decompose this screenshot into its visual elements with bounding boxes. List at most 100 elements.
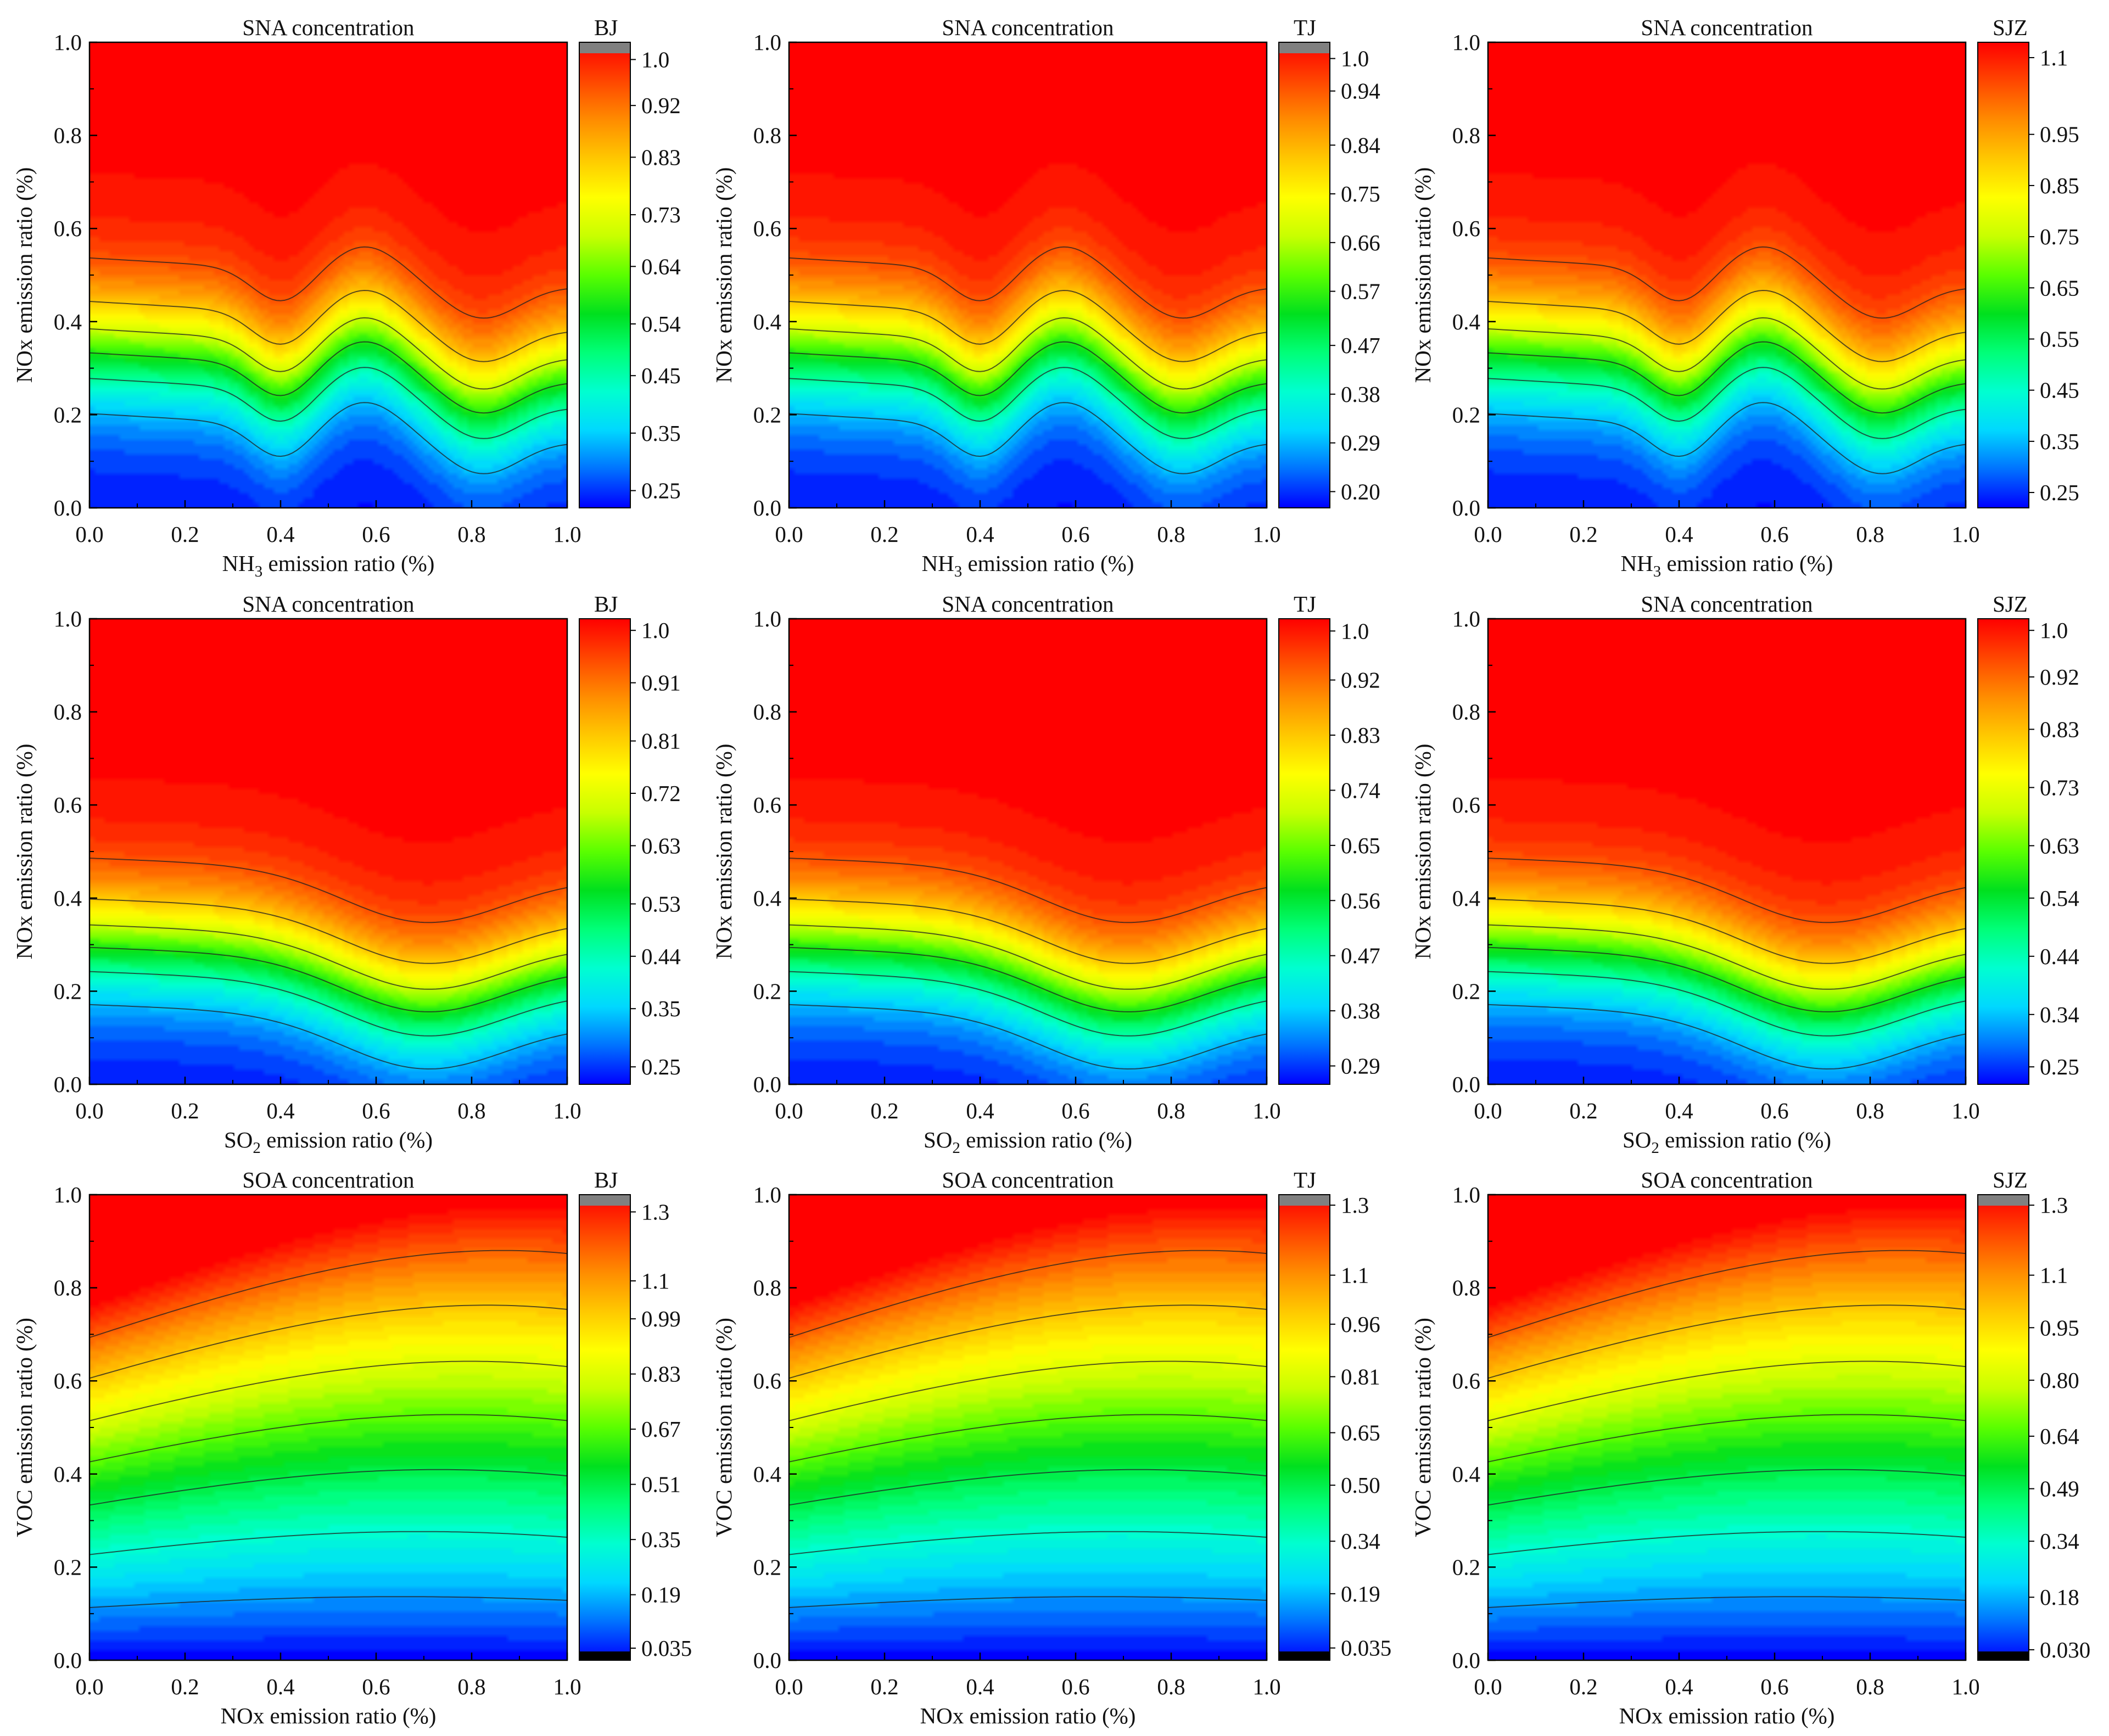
y-tick-label: 1.0 [753, 1182, 781, 1207]
y-tick-label: 0.8 [1452, 1275, 1480, 1301]
colorbar-tick-label: 0.92 [641, 93, 681, 118]
x-tick-label: 0.8 [1856, 1674, 1884, 1699]
colorbar-gradient [1279, 42, 1330, 508]
y-tick-label: 0.0 [1452, 495, 1480, 520]
y-tick-label: 1.0 [54, 606, 82, 631]
x-tick-label: 0.6 [1760, 522, 1788, 547]
colorbar-tick-label: 0.35 [641, 996, 681, 1021]
panel-f: 0.0 0.2 0.4 0.6 0.8 1.0 0.0 0.2 0.4 0.6 0.8 1.0 SNA … [1410, 591, 2079, 1157]
x-tick-label: 0.2 [171, 522, 199, 547]
colorbar: BJ 0.035 0.19 0.35 0.51 0.67 0.83 0.99 1.1 1.3 [579, 1167, 692, 1661]
colorbar-tick-label: 0.45 [641, 363, 681, 388]
y-tick-label: 0.4 [1452, 1461, 1480, 1487]
y-tick-label: 1.0 [753, 30, 781, 55]
x-tick-label: 0.8 [1157, 522, 1185, 547]
colorbar-tick-label: 0.96 [1341, 1312, 1380, 1337]
x-axis-label: SO2 emission ratio (%) [224, 1127, 433, 1157]
y-tick-label: 0.0 [54, 495, 82, 520]
colorbar-tick-label: 0.94 [1341, 79, 1380, 104]
x-axis-label: SO2 emission ratio (%) [1623, 1127, 1831, 1157]
colorbar-tick-label: 0.29 [1341, 1054, 1380, 1079]
y-tick-label: 0.8 [54, 1275, 82, 1301]
colorbar-tick-label: 0.25 [2040, 480, 2079, 505]
y-tick-label: 1.0 [1452, 30, 1480, 55]
x-tick-label: 0.6 [1061, 522, 1089, 547]
y-axis-label: VOC emission ratio (%) [12, 1318, 37, 1537]
colorbar-tick-label: 0.44 [2040, 944, 2079, 969]
panel-g: 0.0 0.2 0.4 0.6 0.8 1.0 0.0 0.2 0.4 0.6 0.8 1.0 SOA … [12, 1167, 692, 1728]
colorbar-frame [1278, 42, 1330, 508]
colorbar-tick-label: 0.19 [641, 1582, 681, 1608]
y-tick-label: 0.6 [753, 216, 781, 241]
x-tick-label: 0.2 [1569, 1098, 1597, 1123]
contour-line-4 [1488, 1360, 1966, 1421]
x-tick-label: 0.4 [266, 1098, 294, 1123]
colorbar-tick-label: 0.95 [2040, 122, 2079, 147]
colorbar-gradient [1978, 1195, 2029, 1660]
contour-line-1 [89, 1531, 567, 1555]
colorbar-tick-label: 0.73 [641, 202, 681, 227]
panel-d: 0.0 0.2 0.4 0.6 0.8 1.0 0.0 0.2 0.4 0.6 0.8 1.0 SNA … [12, 591, 681, 1157]
colorbar-tick-label: 0.63 [2040, 833, 2079, 858]
y-tick-label: 0.6 [54, 1368, 82, 1393]
contour-lines [89, 246, 567, 474]
x-tick-label: 0.2 [171, 1098, 199, 1123]
x-tick-label: 0.4 [966, 1674, 994, 1699]
colorbar-tick-label: 0.51 [641, 1472, 681, 1497]
panel-title: SNA concentration [1641, 591, 1812, 617]
colorbar-gradient [1279, 619, 1330, 1084]
y-tick-label: 0.0 [753, 1072, 781, 1097]
contour-line-6 [89, 1250, 567, 1339]
colorbar-tick-label: 0.75 [2040, 224, 2079, 249]
colorbar-tick-label: 0.65 [2040, 275, 2079, 300]
x-tick-label: 0.0 [1474, 1674, 1502, 1699]
x-tick-label: 0.2 [1569, 1674, 1597, 1699]
y-tick-label: 0.0 [54, 1072, 82, 1097]
panel-title: SOA concentration [942, 1167, 1114, 1192]
contour-lines [1488, 246, 1966, 474]
y-tick-label: 0.4 [1452, 309, 1480, 334]
heatmap-image [1488, 42, 1966, 508]
colorbar-tick-label: 0.38 [1341, 382, 1380, 407]
x-tick-label: 0.6 [362, 1674, 390, 1699]
x-tick-label: 0.4 [1665, 1674, 1693, 1699]
x-tick-label: 0.4 [966, 1098, 994, 1123]
colorbar: BJ 0.25 0.35 0.45 0.54 0.64 0.73 0.83 0.92 1.0 [579, 15, 681, 508]
contour-line-0 [789, 1596, 1267, 1609]
y-tick-label: 0.0 [1452, 1648, 1480, 1673]
x-tick-label: 0.8 [457, 1674, 485, 1699]
contour-line-0 [789, 1004, 1267, 1070]
colorbar-tick-label: 0.25 [641, 478, 681, 503]
colorbar-tick-label: 0.25 [2040, 1054, 2079, 1079]
panel-title: SNA concentration [942, 591, 1114, 617]
y-tick-label: 0.2 [54, 978, 82, 1004]
region-label: TJ [1294, 15, 1316, 40]
x-axis-label: NOx emission ratio (%) [1619, 1703, 1835, 1728]
x-tick-label: 0.0 [75, 1674, 103, 1699]
y-tick-label: 0.6 [753, 1368, 781, 1393]
y-tick-label: 0.6 [1452, 216, 1480, 241]
colorbar-frame [1977, 1194, 2029, 1661]
contour-line-2 [789, 947, 1267, 1012]
contour-lines [789, 858, 1267, 1070]
colorbar: TJ 0.035 0.19 0.34 0.50 0.65 0.81 0.96 1.1 1.3 [1278, 1167, 1391, 1661]
contour-line-5 [789, 246, 1267, 319]
y-tick-label: 0.0 [753, 495, 781, 520]
contour-line-1 [1488, 1531, 1966, 1555]
x-tick-label: 0.6 [1760, 1674, 1788, 1699]
colorbar: SJZ 0.25 0.34 0.44 0.54 0.63 0.73 0.83 0.92 1.0 [1977, 591, 2079, 1085]
colorbar-tick-label: 0.030 [2040, 1637, 2090, 1662]
colorbar-tick-label: 0.54 [2040, 886, 2079, 911]
colorbar-tick-label: 0.64 [641, 254, 681, 279]
colorbar-under-cap [579, 1651, 630, 1660]
x-tick-label: 0.8 [457, 1098, 485, 1123]
y-axis-label: NOx emission ratio (%) [12, 744, 37, 960]
colorbar-tick-label: 0.83 [641, 144, 681, 170]
panel-title: SNA concentration [942, 15, 1114, 40]
x-tick-label: 0.8 [1856, 522, 1884, 547]
heatmap-image [789, 1195, 1267, 1660]
colorbar-tick-label: 0.74 [1341, 777, 1380, 803]
colorbar-tick-label: 0.67 [641, 1416, 681, 1442]
contour-line-1 [89, 367, 567, 439]
y-tick-label: 0.4 [753, 886, 781, 911]
